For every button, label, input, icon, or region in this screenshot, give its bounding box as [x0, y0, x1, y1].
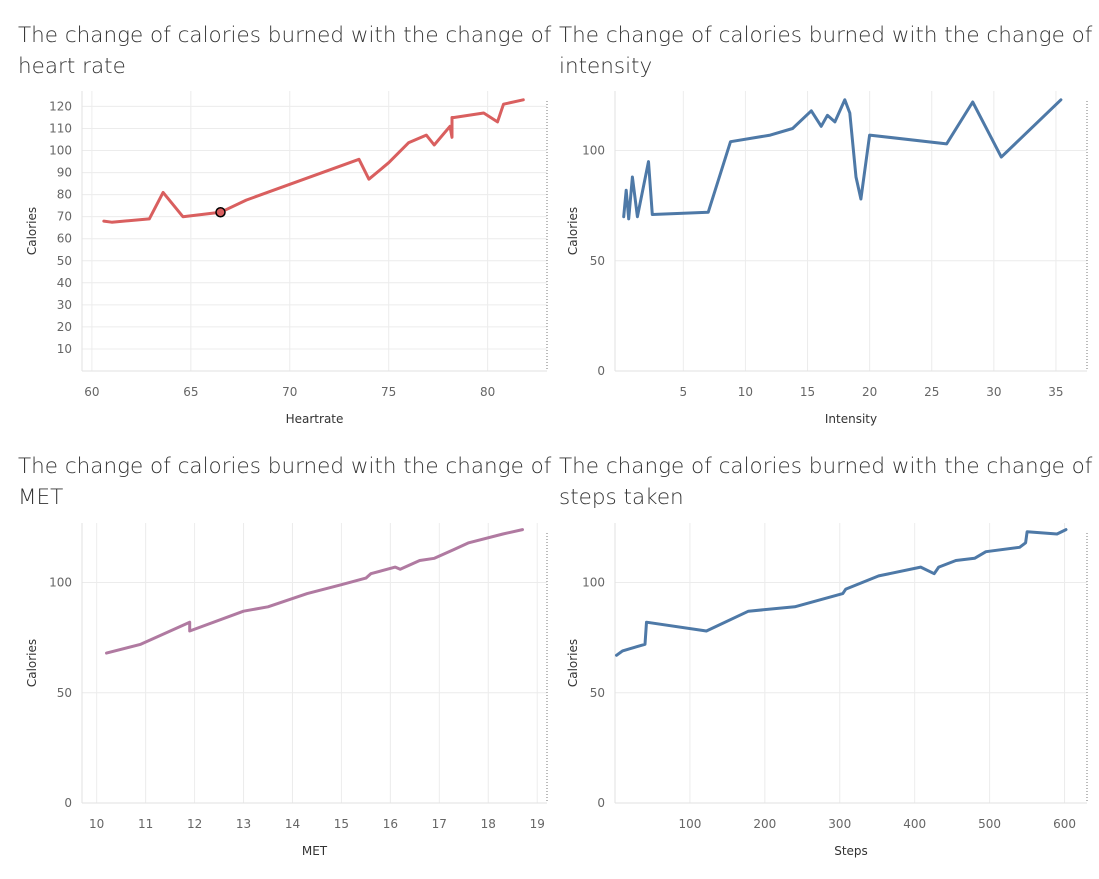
x-axis-label: Heartrate [286, 412, 344, 426]
x-tick-label: 11 [138, 817, 153, 831]
x-tick-label: 500 [978, 817, 1001, 831]
series-line [105, 528, 524, 655]
x-axis-label: MET [302, 844, 328, 858]
line-chart: 100 200 300 400 500 600 0 50 100 Steps Calories [566, 523, 1088, 858]
y-tick-label: 50 [57, 254, 72, 268]
x-tick-label: 100 [678, 817, 701, 831]
x-tick-label: 35 [1048, 385, 1063, 399]
y-tick-label: 30 [57, 298, 72, 312]
x-tick-label: 400 [903, 817, 926, 831]
x-tick-label: 30 [986, 385, 1001, 399]
chart-title: The change of calories burned with the c… [18, 20, 551, 82]
y-axis-label: Calories [25, 207, 39, 255]
x-tick-label: 10 [738, 385, 753, 399]
y-tick-label: 90 [57, 166, 72, 180]
x-tick-label: 16 [383, 817, 398, 831]
y-axis-label: Calories [566, 639, 580, 687]
chart-title-line-1: The change of calories burned with the c… [559, 23, 1093, 48]
y-tick-label: 50 [57, 686, 72, 700]
chart-steps: The change of calories burned with the c… [549, 440, 1099, 879]
x-tick-label: 60 [84, 385, 99, 399]
x-axis-label: Steps [834, 844, 868, 858]
chart-intensity: The change of calories burned with the c… [549, 0, 1099, 440]
x-tick-label: 20 [862, 385, 877, 399]
series-line [615, 528, 1068, 657]
chart-heartrate: The change of calories burned with the c… [0, 0, 551, 440]
x-tick-label: 14 [285, 817, 300, 831]
line-chart: 10 11 12 13 14 15 16 17 18 19 0 50 100 MET Calories [25, 523, 548, 858]
line-chart: 5 10 15 20 25 30 35 0 50 100 Intensity Calories [566, 91, 1088, 426]
chart-title-line-2: steps taken [559, 485, 684, 510]
y-tick-label: 100 [49, 576, 72, 590]
series-line [102, 98, 525, 224]
y-tick-label: 80 [57, 188, 72, 202]
y-tick-label: 0 [64, 796, 72, 810]
chart-title: The change of calories burned with the c… [18, 451, 551, 513]
x-tick-label: 15 [800, 385, 815, 399]
y-tick-label: 100 [582, 144, 605, 158]
chart-title: The change of calories burned with the c… [559, 20, 1092, 82]
y-tick-label: 10 [57, 342, 72, 356]
series-line [622, 98, 1063, 221]
chart-title-line-1: The change of calories burned with the c… [18, 454, 552, 479]
y-tick-label: 0 [597, 364, 605, 378]
x-tick-label: 200 [753, 817, 776, 831]
highlight-point[interactable] [215, 207, 226, 218]
y-tick-label: 40 [57, 276, 72, 290]
x-tick-label: 10 [89, 817, 104, 831]
x-tick-label: 300 [828, 817, 851, 831]
y-tick-label: 100 [49, 144, 72, 158]
x-tick-label: 65 [183, 385, 198, 399]
chart-met: The change of calories burned with the c… [0, 440, 551, 879]
x-axis-label: Intensity [825, 412, 877, 426]
x-tick-label: 12 [187, 817, 202, 831]
x-tick-label: 5 [679, 385, 687, 399]
y-axis-label: Calories [25, 639, 39, 687]
x-tick-label: 600 [1053, 817, 1076, 831]
y-tick-label: 120 [49, 99, 72, 113]
x-tick-label: 18 [481, 817, 496, 831]
y-tick-label: 60 [57, 232, 72, 246]
x-tick-label: 15 [334, 817, 349, 831]
y-tick-label: 50 [590, 254, 605, 268]
chart-title-line-2: MET [18, 485, 64, 510]
chart-title-line-2: heart rate [18, 54, 126, 79]
chart-title-line-2: intensity [559, 54, 653, 79]
y-tick-label: 70 [57, 210, 72, 224]
y-axis-label: Calories [566, 207, 580, 255]
chart-title: The change of calories burned with the c… [559, 451, 1092, 513]
x-tick-label: 75 [381, 385, 396, 399]
y-tick-label: 50 [590, 686, 605, 700]
x-tick-label: 13 [236, 817, 251, 831]
x-tick-label: 70 [282, 385, 297, 399]
line-chart: 60 65 70 75 80 10 20 30 40 50 60 70 80 90 100 110 120 Hea… [25, 91, 548, 426]
y-tick-label: 0 [597, 796, 605, 810]
chart-title-line-1: The change of calories burned with the c… [18, 23, 552, 48]
y-tick-label: 20 [57, 320, 72, 334]
chart-title-line-1: The change of calories burned with the c… [559, 454, 1093, 479]
x-tick-label: 25 [924, 385, 939, 399]
y-tick-label: 100 [582, 576, 605, 590]
x-tick-label: 17 [432, 817, 447, 831]
x-tick-label: 80 [480, 385, 495, 399]
y-tick-label: 110 [49, 121, 72, 135]
x-tick-label: 19 [530, 817, 545, 831]
